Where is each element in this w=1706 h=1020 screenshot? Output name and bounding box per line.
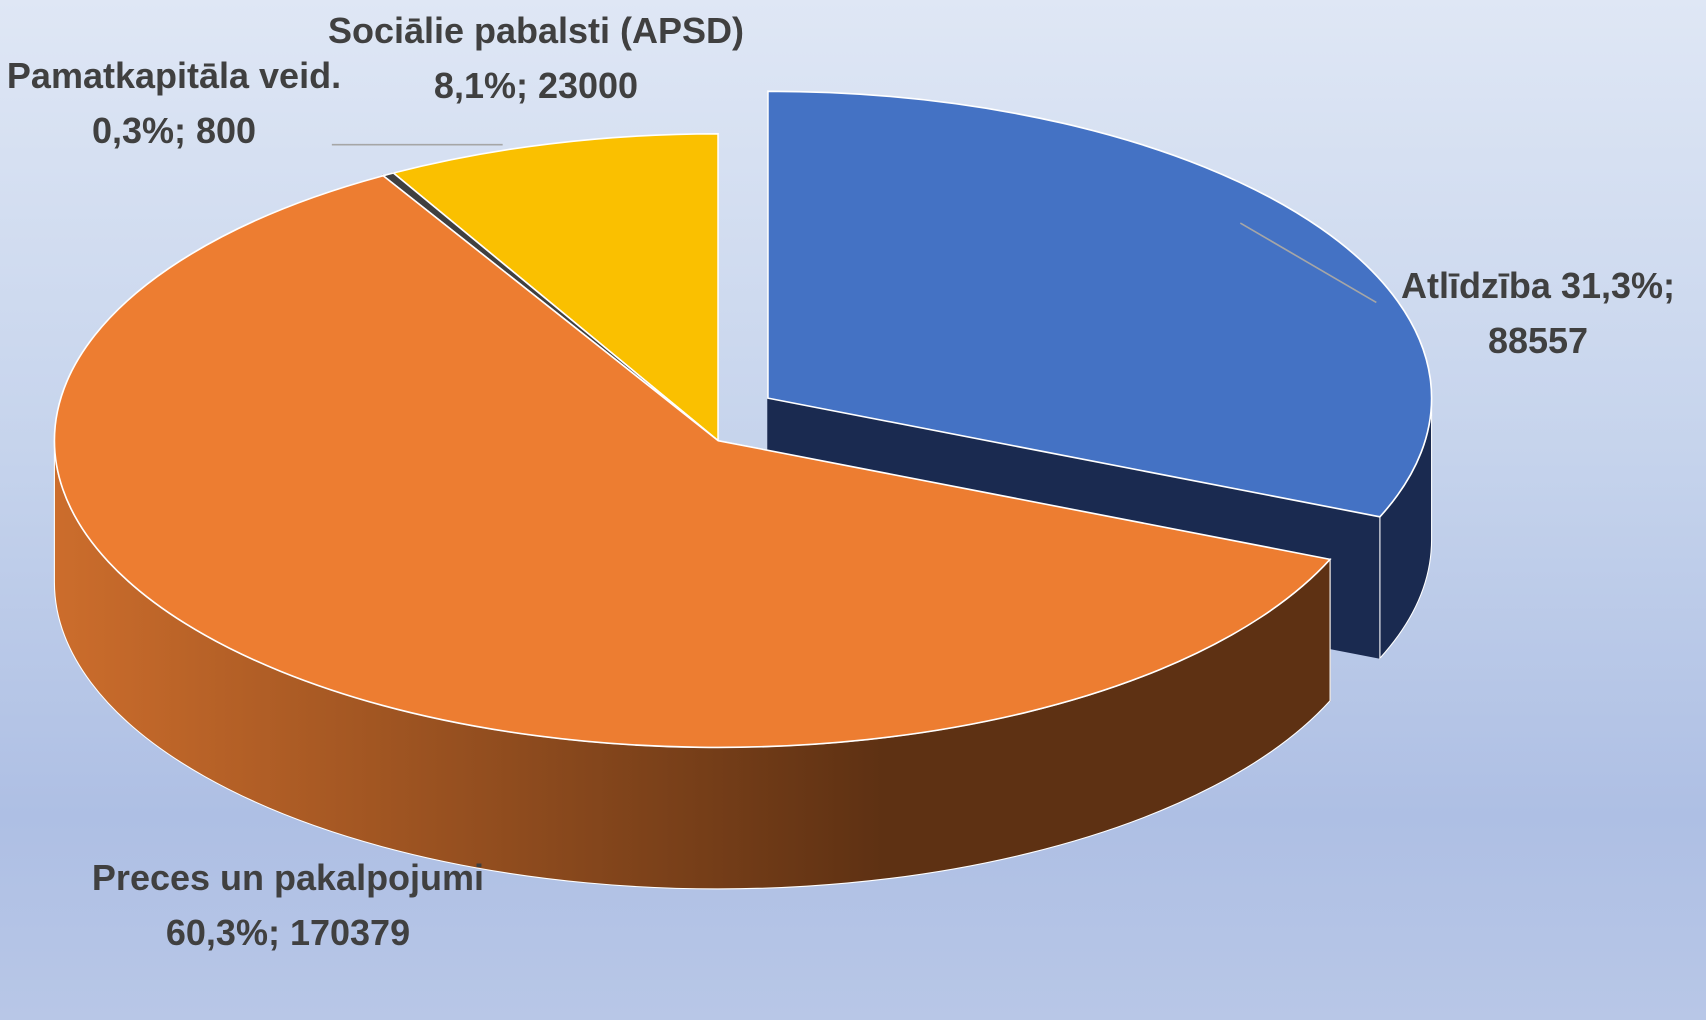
label-category: Sociālie pabalsti (APSD) xyxy=(327,10,745,51)
data-label: Preces un pakalpojumi 60,3%; 170379 xyxy=(78,850,498,960)
label-value: 0,3%; 800 xyxy=(91,110,257,151)
label-category: Pamatkapitāla veid. xyxy=(6,55,342,96)
leader-lines xyxy=(331,143,1377,304)
label-category: Preces un pakalpojumi xyxy=(91,857,485,898)
pie-slice xyxy=(53,174,1332,749)
label-value: 60,3%; 170379 xyxy=(165,912,411,953)
pie-slice xyxy=(391,133,719,443)
pie-slice xyxy=(767,90,1433,518)
leader-line xyxy=(1239,222,1377,304)
data-label: Sociālie pabalsti (APSD) 8,1%; 23000 xyxy=(321,3,751,113)
data-label: Atlīdzība 31,3%; 88557 xyxy=(1378,258,1698,368)
label-value: 8,1%; 23000 xyxy=(433,65,639,106)
pie xyxy=(53,90,1433,890)
data-label: Pamatkapitāla veid. 0,3%; 800 xyxy=(6,48,342,158)
label-value: 31,3%; 88557 xyxy=(1487,265,1676,361)
label-category: Atlīdzība xyxy=(1400,265,1551,306)
